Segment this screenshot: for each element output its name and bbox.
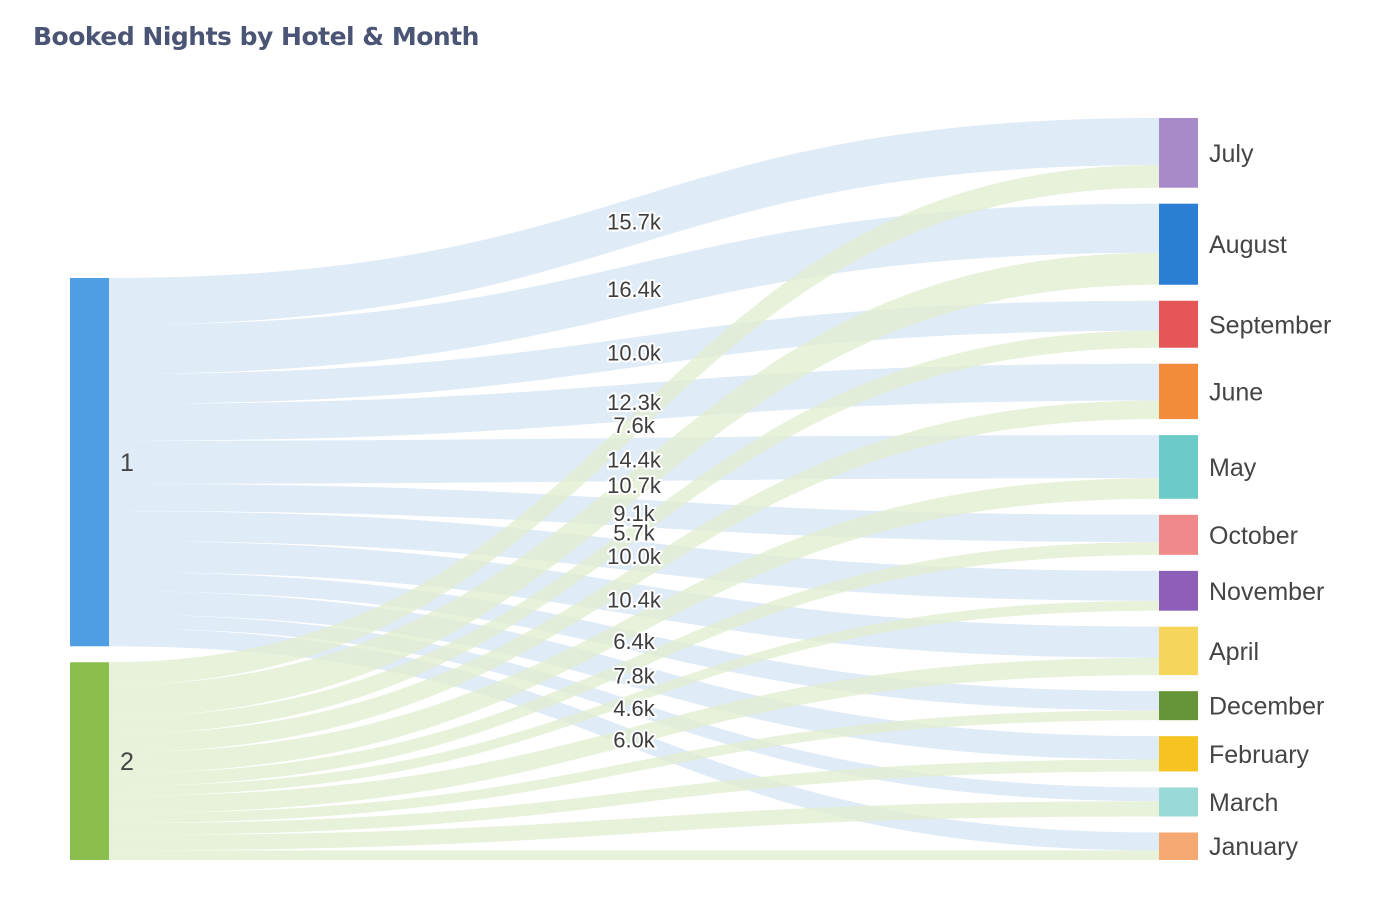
node-source-2[interactable] <box>70 662 109 860</box>
node-target-august[interactable] <box>1159 203 1198 285</box>
link-2-may[interactable] <box>109 478 1159 774</box>
links <box>109 118 1159 860</box>
link-1-july[interactable] <box>109 118 1159 325</box>
link-label-1-november: 10.0k <box>607 544 662 569</box>
chart-title: Booked Nights by Hotel & Month <box>33 22 479 51</box>
node-label-may: May <box>1209 454 1257 482</box>
node-label-november: November <box>1209 578 1324 606</box>
node-label-source-1: 1 <box>120 449 134 477</box>
link-2-january[interactable] <box>109 850 1159 860</box>
node-label-june: June <box>1209 378 1263 406</box>
node-label-september: September <box>1209 311 1331 339</box>
node-target-april[interactable] <box>1159 626 1198 676</box>
link-2-november[interactable] <box>109 600 1159 796</box>
link-label-1-june: 12.3k <box>607 390 662 415</box>
node-target-november[interactable] <box>1159 570 1198 611</box>
node-label-source-2: 2 <box>120 748 134 776</box>
node-label-january: January <box>1209 833 1298 861</box>
link-2-september[interactable] <box>109 330 1159 735</box>
link-2-august[interactable] <box>109 252 1159 718</box>
link-label-1-march: 4.6k <box>613 696 656 721</box>
link-label-1-september: 10.0k <box>607 340 662 365</box>
node-target-january[interactable] <box>1159 832 1198 860</box>
link-label-1-october: 9.1k <box>613 501 656 526</box>
node-label-february: February <box>1209 741 1310 769</box>
link-label-2-august: 10.7k <box>607 473 662 498</box>
link-2-october[interactable] <box>109 542 1159 787</box>
node-source-1[interactable] <box>70 278 109 647</box>
nodes <box>70 118 1198 860</box>
node-target-july[interactable] <box>1159 118 1198 188</box>
node-target-june[interactable] <box>1159 363 1198 420</box>
node-label-august: August <box>1209 231 1287 259</box>
link-label-2-july: 7.6k <box>613 413 656 438</box>
link-label-2-september: 5.7k <box>613 520 656 545</box>
node-target-march[interactable] <box>1159 787 1198 817</box>
node-label-march: March <box>1209 789 1278 817</box>
node-target-september[interactable] <box>1159 300 1198 348</box>
node-target-february[interactable] <box>1159 736 1198 772</box>
link-1-february[interactable] <box>109 591 1159 760</box>
link-labels: 15.7k16.4k10.0k12.3k14.4k9.1k10.0k10.4k6… <box>120 140 1331 861</box>
link-2-february[interactable] <box>109 759 1159 836</box>
node-label-december: December <box>1209 693 1324 721</box>
node-label-october: October <box>1209 522 1298 550</box>
link-2-april[interactable] <box>109 657 1159 814</box>
node-label-april: April <box>1209 638 1259 666</box>
node-target-december[interactable] <box>1159 691 1198 721</box>
link-label-1-july: 15.7k <box>607 209 662 234</box>
node-target-october[interactable] <box>1159 514 1198 555</box>
link-1-august[interactable] <box>109 203 1159 375</box>
node-target-may[interactable] <box>1159 435 1198 499</box>
link-label-1-may: 14.4k <box>607 447 662 472</box>
link-label-1-december: 6.4k <box>613 629 656 654</box>
link-label-1-august: 16.4k <box>607 277 662 302</box>
link-1-march[interactable] <box>109 614 1159 802</box>
link-2-december[interactable] <box>109 710 1159 824</box>
link-2-june[interactable] <box>109 400 1159 753</box>
link-2-july[interactable] <box>109 164 1159 685</box>
link-2-march[interactable] <box>109 801 1159 851</box>
link-label-1-april: 10.4k <box>607 587 662 612</box>
node-label-july: July <box>1209 140 1254 168</box>
link-label-1-february: 7.8k <box>613 663 656 688</box>
link-1-december[interactable] <box>109 572 1159 711</box>
link-label-1-january: 6.0k <box>613 727 656 752</box>
